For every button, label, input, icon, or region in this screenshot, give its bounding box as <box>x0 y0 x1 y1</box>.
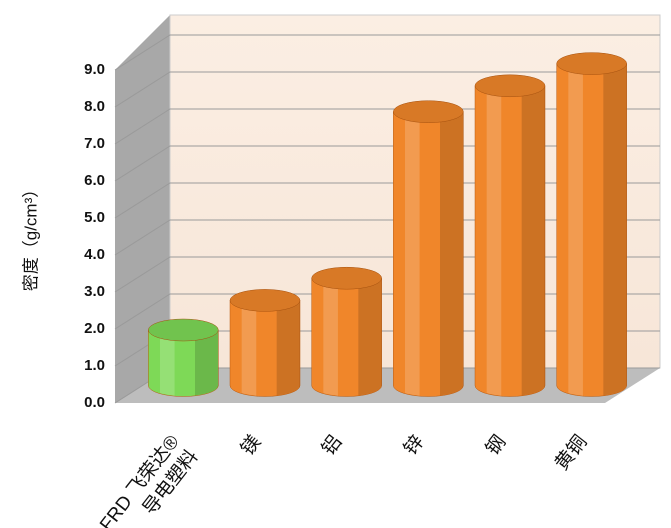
bar-top <box>556 52 627 75</box>
y-tick-label: 8.0 <box>84 98 105 115</box>
bar-shade <box>358 278 382 396</box>
bar-shade <box>276 300 300 396</box>
y-tick-label: 4.0 <box>84 246 105 263</box>
grid-line <box>114 71 660 108</box>
bar <box>393 111 464 397</box>
bar-shade <box>603 63 627 396</box>
bar-light <box>405 119 420 396</box>
grid-line <box>114 34 660 71</box>
side-wall <box>115 15 170 403</box>
bar-top <box>393 100 464 123</box>
y-tick-label: 7.0 <box>84 135 105 152</box>
bar-light <box>323 285 338 396</box>
bar-light <box>241 308 257 396</box>
bar-light <box>486 93 502 396</box>
bar <box>311 277 382 397</box>
bar-shade <box>440 111 464 396</box>
y-axis-label: 密度（g/cm³） <box>21 181 40 292</box>
bar-top <box>148 318 219 342</box>
y-tick-label: 0.0 <box>84 394 105 411</box>
bar-light <box>568 71 583 396</box>
bar-top <box>311 266 382 290</box>
bar-top <box>229 289 301 312</box>
bar-light <box>160 337 175 396</box>
bar-shade <box>521 85 545 396</box>
y-tick-label: 2.0 <box>84 320 105 337</box>
y-tick-label: 5.0 <box>84 209 105 226</box>
y-tick-label: 3.0 <box>84 283 105 300</box>
bar <box>474 85 546 397</box>
bar-shade <box>195 330 219 396</box>
y-tick-label: 6.0 <box>84 172 105 189</box>
bar <box>148 329 219 397</box>
y-tick-label: 9.0 <box>84 61 105 78</box>
bar-top <box>474 74 546 98</box>
y-tick-label: 1.0 <box>84 357 105 374</box>
bar <box>556 63 627 397</box>
bar <box>229 300 301 397</box>
